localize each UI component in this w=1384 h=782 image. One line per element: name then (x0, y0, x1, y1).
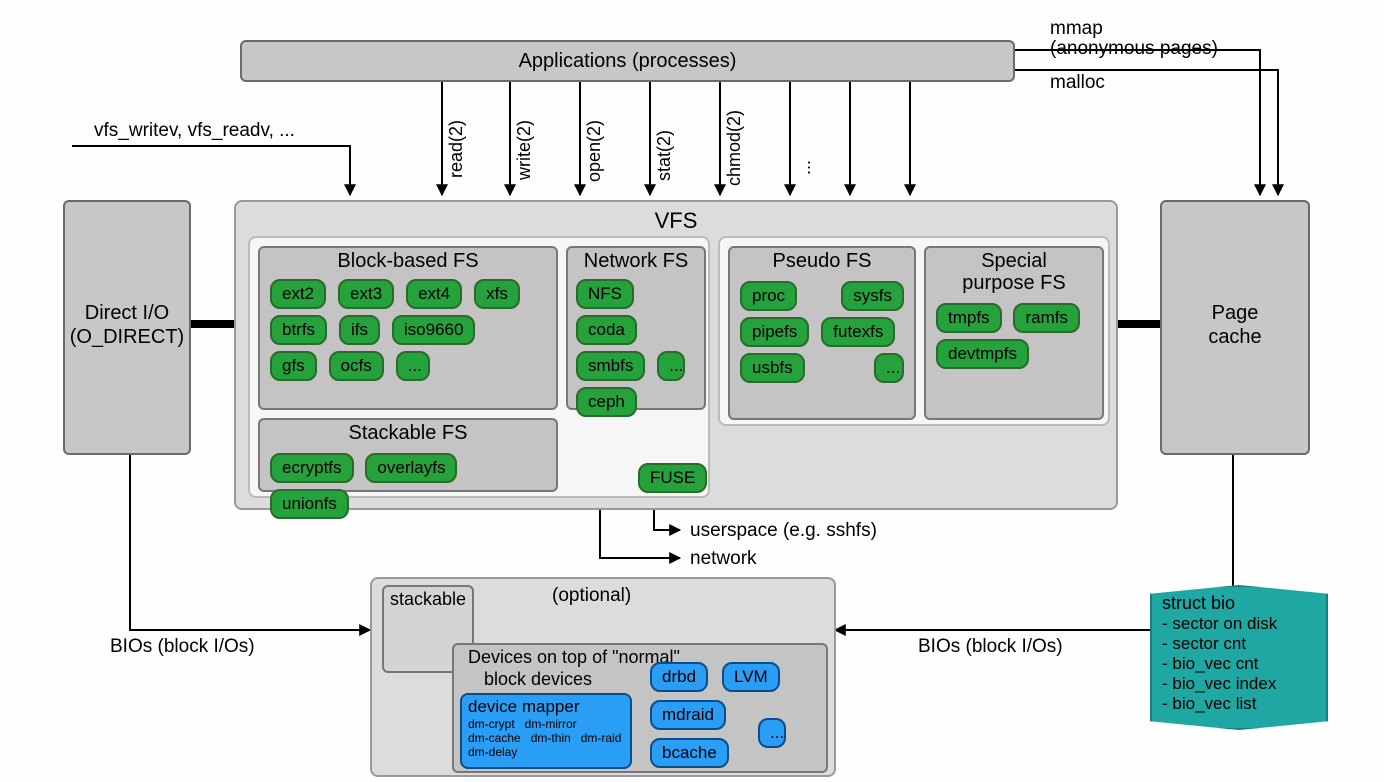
chip-smbfs: smbfs (576, 351, 645, 381)
chip-proc: proc (740, 281, 797, 311)
struct-bio-title: struct bio (1162, 593, 1316, 614)
dm-mirror: dm-mirror (525, 717, 577, 731)
chip-gfs: gfs (270, 351, 317, 381)
network-fs-box: Network FS NFS coda smbfs ... ceph (566, 246, 706, 410)
direct-io-l1: Direct I/O (65, 302, 189, 325)
chip-nfs: NFS (576, 279, 634, 309)
applications-title: Applications (processes) (242, 50, 1013, 73)
chip-devtmpfs: devtmpfs (936, 339, 1029, 369)
direct-io-box: Direct I/O (O_DIRECT) (63, 200, 191, 455)
chip-iso9660: iso9660 (392, 315, 476, 345)
applications-box: Applications (processes) (240, 40, 1015, 82)
chip-futexfs: futexfs (821, 317, 895, 347)
syscall-stat: stat(2) (654, 130, 675, 181)
bios-left: BIOs (block I/Os) (110, 636, 255, 658)
struct-bio-i0: - sector on disk (1162, 614, 1316, 634)
chip-pseudo-more: ... (874, 353, 904, 383)
syscall-open: open(2) (584, 120, 605, 182)
struct-bio-i3: - bio_vec index (1162, 674, 1316, 694)
stackable-fs-box: Stackable FS ecryptfs overlayfs unionfs (258, 418, 558, 492)
vfs-rw-label: vfs_writev, vfs_readv, ... (94, 120, 295, 142)
block-fs-box: Block-based FS ext2 ext3 ext4 xfs btrfs … (258, 246, 558, 410)
chip-bcache: bcache (650, 738, 729, 768)
struct-bio-i1: - sector cnt (1162, 634, 1316, 654)
fuse-userspace: userspace (e.g. sshfs) (690, 520, 877, 542)
devices-box: Devices on top of "normal" block devices… (452, 643, 828, 773)
chip-dev-more: ... (758, 718, 786, 748)
chip-tmpfs: tmpfs (936, 303, 1002, 333)
anon-pages-label: (anonymous pages) (1050, 38, 1218, 60)
chip-net-more: ... (657, 351, 685, 381)
syscall-write: write(2) (514, 120, 535, 180)
dm-delay: dm-delay (468, 745, 517, 759)
page-cache-l2: cache (1162, 326, 1308, 349)
direct-io-l2: (O_DIRECT) (65, 326, 189, 349)
chip-unionfs: unionfs (270, 489, 349, 519)
chip-coda: coda (576, 315, 637, 345)
chip-sysfs: sysfs (841, 281, 904, 311)
chip-pipefs: pipefs (740, 317, 809, 347)
syscall-more: ... (794, 160, 815, 175)
struct-bio-i4: - bio_vec list (1162, 694, 1316, 714)
chip-ext3: ext3 (338, 279, 394, 309)
fuse-network: network (690, 548, 757, 570)
dm-title: device mapper (468, 697, 624, 717)
vfs-right-panel: Pseudo FS proc sysfs pipefs futexfs usbf… (718, 236, 1110, 426)
chip-drbd: drbd (650, 662, 708, 692)
chip-usbfs: usbfs (740, 353, 805, 383)
mmap-label: mmap (1050, 18, 1103, 40)
dm-raid: dm-raid (581, 731, 622, 745)
devices-title2: block devices (484, 669, 592, 690)
pseudo-fs-box: Pseudo FS proc sysfs pipefs futexfs usbf… (728, 246, 916, 420)
device-mapper-box: device mapper dm-crypt dm-mirror dm-cach… (460, 693, 632, 769)
chip-mdraid: mdraid (650, 700, 726, 730)
syscall-read: read(2) (446, 120, 467, 178)
optional-label: (optional) (552, 585, 631, 607)
chip-fuse: FUSE (638, 463, 707, 493)
bios-right: BIOs (block I/Os) (918, 636, 1063, 658)
chip-xfs: xfs (474, 279, 520, 309)
dm-thin: dm-thin (531, 731, 571, 745)
network-fs-title: Network FS (568, 250, 704, 273)
chip-ext2: ext2 (270, 279, 326, 309)
chip-ceph: ceph (576, 387, 637, 417)
chip-btrfs: btrfs (270, 315, 327, 345)
vfs-box: VFS Block-based FS ext2 ext3 ext4 xfs bt… (234, 200, 1118, 510)
dm-crypt: dm-crypt (468, 717, 515, 731)
page-cache-box: Page cache (1160, 200, 1310, 455)
page-cache-l1: Page (1162, 302, 1308, 325)
chip-ocfs: ocfs (329, 351, 384, 381)
block-fs-title: Block-based FS (260, 250, 556, 273)
optional-box: (optional) stackable Devices on top of "… (370, 577, 836, 777)
stackable-label: stackable (390, 589, 466, 610)
syscall-chmod: chmod(2) (724, 110, 745, 186)
chip-ext4: ext4 (406, 279, 462, 309)
special-fs-title: Specialpurpose FS (926, 250, 1102, 294)
special-fs-box: Specialpurpose FS tmpfs ramfs devtmpfs (924, 246, 1104, 420)
chip-ramfs: ramfs (1013, 303, 1080, 333)
chip-lvm: LVM (722, 662, 780, 692)
dm-cache: dm-cache (468, 731, 521, 745)
pseudo-fs-title: Pseudo FS (730, 250, 914, 273)
chip-ecryptfs: ecryptfs (270, 453, 354, 483)
struct-bio-note: struct bio - sector on disk - sector cnt… (1150, 585, 1328, 730)
struct-bio-i2: - bio_vec cnt (1162, 654, 1316, 674)
stackable-fs-title: Stackable FS (260, 422, 556, 445)
chip-overlayfs: overlayfs (365, 453, 457, 483)
vfs-title: VFS (236, 208, 1116, 234)
vfs-left-panel: Block-based FS ext2 ext3 ext4 xfs btrfs … (248, 236, 710, 498)
malloc-label: malloc (1050, 72, 1105, 94)
chip-ifs: ifs (339, 315, 380, 345)
devices-title1: Devices on top of "normal" (468, 647, 680, 668)
chip-block-more: ... (396, 351, 430, 381)
